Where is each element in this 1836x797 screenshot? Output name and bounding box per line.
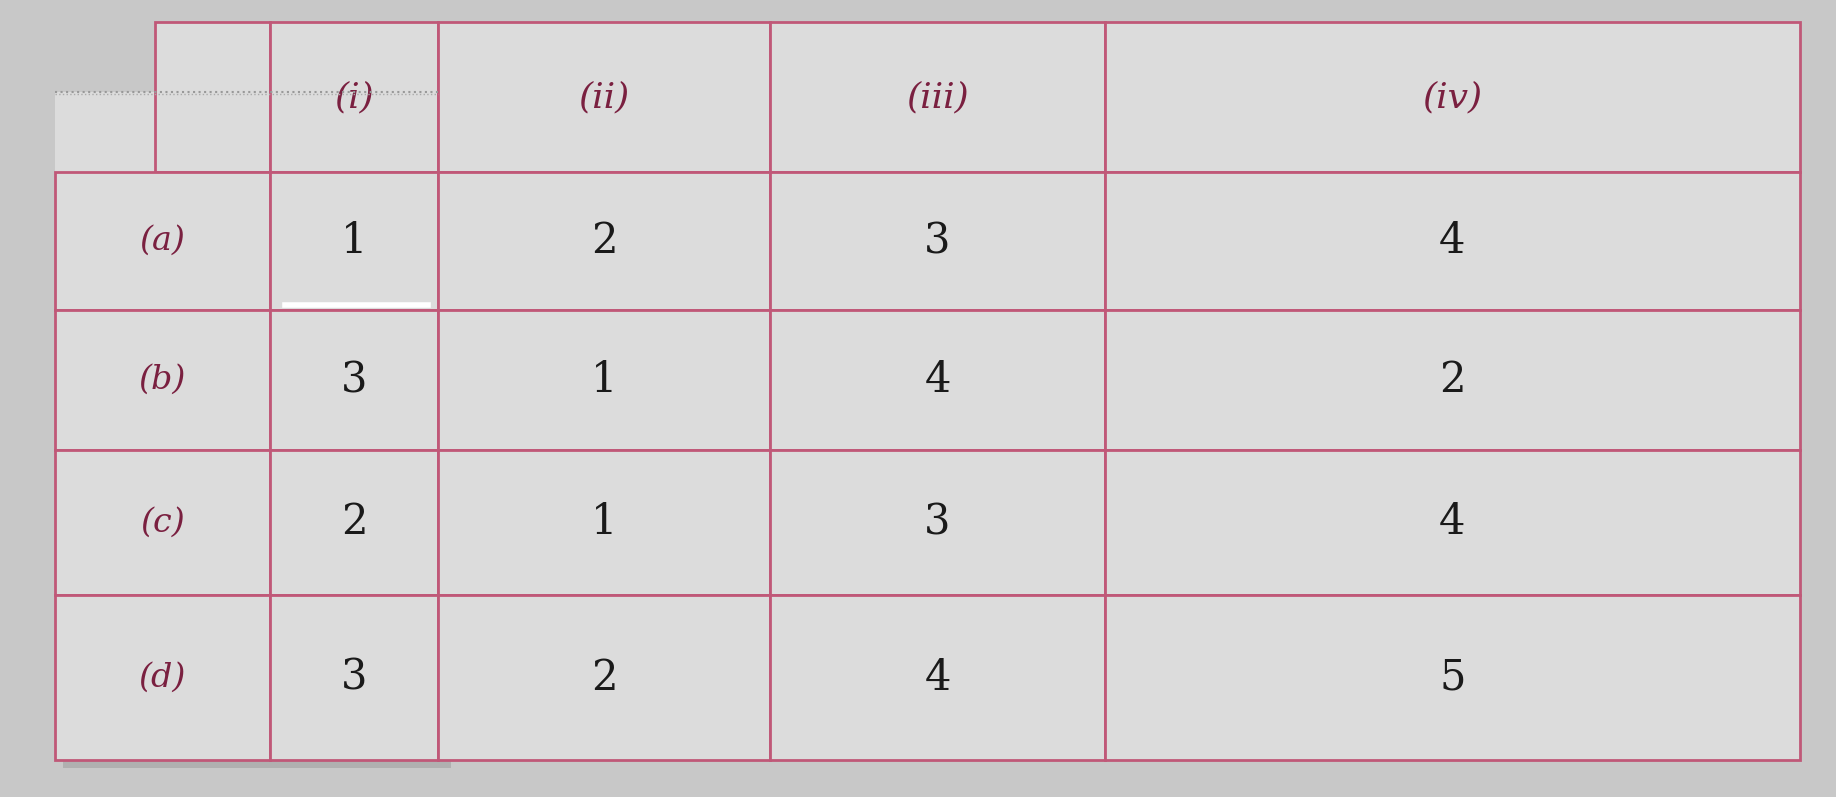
Bar bbox=[270, 595, 439, 760]
Text: 4: 4 bbox=[924, 359, 951, 401]
Bar bbox=[270, 450, 439, 595]
Text: 4: 4 bbox=[1439, 501, 1465, 544]
Bar bbox=[1105, 310, 1799, 450]
Bar bbox=[439, 310, 769, 450]
Text: 2: 2 bbox=[591, 657, 617, 698]
Bar bbox=[1105, 22, 1799, 172]
Bar bbox=[769, 310, 1105, 450]
Bar bbox=[1105, 450, 1799, 595]
Bar bbox=[439, 595, 769, 760]
Text: 2: 2 bbox=[1439, 359, 1465, 401]
Text: 1: 1 bbox=[591, 359, 617, 401]
Bar bbox=[1105, 172, 1799, 310]
Bar bbox=[769, 172, 1105, 310]
Bar bbox=[439, 450, 769, 595]
Text: (ii): (ii) bbox=[578, 80, 630, 114]
Text: (a): (a) bbox=[140, 225, 185, 257]
Text: 4: 4 bbox=[1439, 220, 1465, 262]
Bar bbox=[270, 310, 439, 450]
Text: (iv): (iv) bbox=[1423, 80, 1482, 114]
Text: (d): (d) bbox=[140, 662, 185, 693]
Text: (b): (b) bbox=[140, 364, 185, 396]
Text: 3: 3 bbox=[924, 501, 951, 544]
Text: (i): (i) bbox=[334, 80, 375, 114]
Bar bbox=[55, 172, 270, 310]
Text: 3: 3 bbox=[341, 657, 367, 698]
Text: (iii): (iii) bbox=[907, 80, 969, 114]
Text: 2: 2 bbox=[591, 220, 617, 262]
Bar bbox=[270, 172, 439, 310]
Bar bbox=[55, 595, 270, 760]
Bar bbox=[154, 22, 270, 172]
Bar bbox=[1105, 595, 1799, 760]
Bar bbox=[769, 450, 1105, 595]
Text: 3: 3 bbox=[341, 359, 367, 401]
Bar bbox=[55, 450, 270, 595]
Text: 5: 5 bbox=[1439, 657, 1465, 698]
Bar bbox=[439, 172, 769, 310]
Bar bbox=[55, 310, 270, 450]
Text: (c): (c) bbox=[140, 507, 185, 539]
Bar bbox=[270, 22, 439, 172]
Bar bbox=[62, 100, 452, 768]
Bar bbox=[769, 595, 1105, 760]
Text: 1: 1 bbox=[341, 220, 367, 262]
Text: 2: 2 bbox=[341, 501, 367, 544]
Bar bbox=[769, 22, 1105, 172]
Bar bbox=[154, 22, 1799, 760]
Text: 1: 1 bbox=[591, 501, 617, 544]
Text: 3: 3 bbox=[924, 220, 951, 262]
Bar bbox=[55, 92, 442, 760]
Text: 4: 4 bbox=[924, 657, 951, 698]
Bar bbox=[439, 22, 769, 172]
